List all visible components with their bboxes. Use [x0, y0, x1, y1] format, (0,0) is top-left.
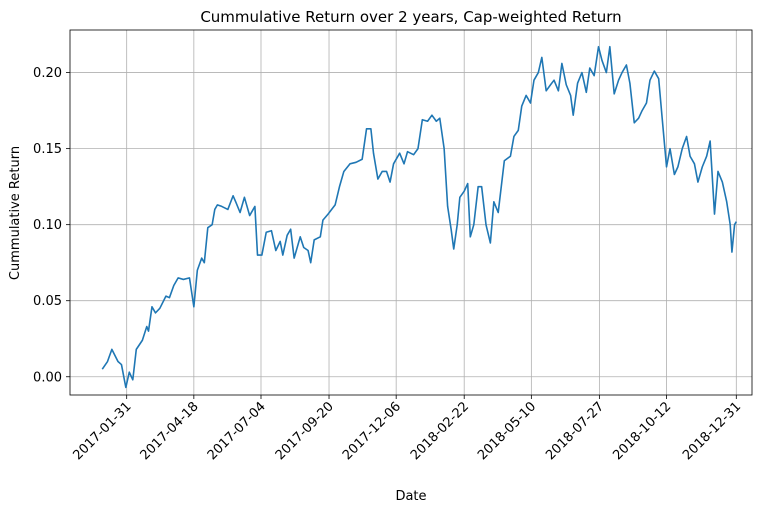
plot-frame — [69, 29, 753, 396]
x-tick-label: 2018-07-27 — [543, 399, 607, 463]
x-tick-label: 2018-10-12 — [610, 399, 674, 463]
x-tick-label: 2017-07-04 — [205, 399, 269, 463]
y-axis-label: Cummulative Return — [8, 146, 23, 280]
y-tick-label: 0.10 — [33, 218, 62, 233]
chart-title: Cummulative Return over 2 years, Cap-wei… — [200, 8, 621, 26]
x-tick-label: 2017-09-20 — [273, 399, 337, 463]
y-tick-label: 0.15 — [33, 142, 62, 157]
x-tick-label: 2017-12-06 — [340, 399, 404, 463]
data-line — [101, 45, 737, 389]
x-tick-label: 2018-02-22 — [408, 399, 472, 463]
x-axis-label: Date — [395, 489, 426, 504]
x-tick-label: 2018-05-10 — [475, 399, 539, 463]
x-tick-label: 2017-04-18 — [138, 399, 202, 463]
y-tick-label: 0.00 — [33, 370, 62, 385]
x-tick-label: 2018-12-31 — [680, 399, 744, 463]
y-tick-label: 0.20 — [33, 66, 62, 81]
y-tick-label: 0.05 — [33, 294, 62, 309]
x-tick-label: 2017-01-31 — [70, 399, 134, 463]
